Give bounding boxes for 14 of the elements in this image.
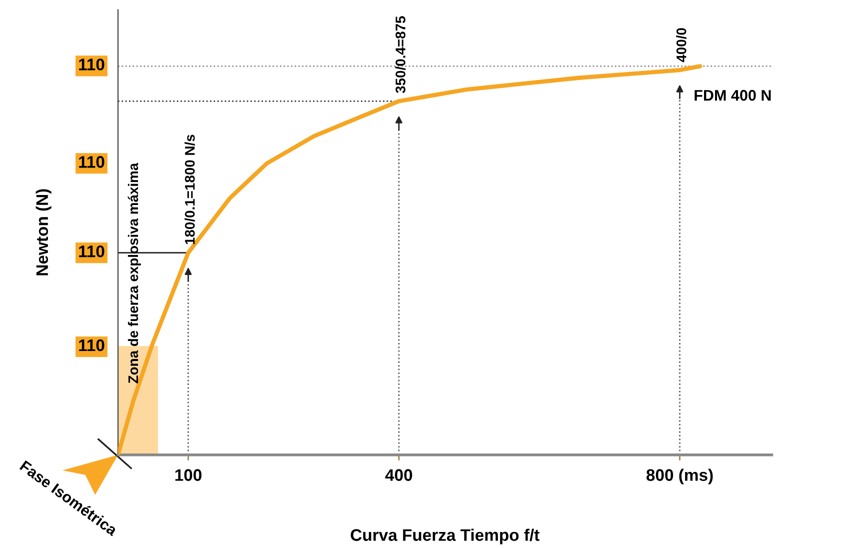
text: 110 <box>79 339 104 352</box>
annotation: 350/0.4=875 <box>395 16 406 94</box>
text: 110 <box>79 58 104 70</box>
y-axis-title: Newton (N) <box>36 189 52 276</box>
x-tick-label: 800 (ms) <box>646 468 713 484</box>
x-tick-label: 100 <box>175 469 202 481</box>
text: 110 <box>79 156 104 168</box>
annotation: 400/0 <box>676 28 686 62</box>
annotation: 180/0.1=1800 N/s <box>184 134 195 244</box>
x-tick-label: 400 <box>385 469 412 481</box>
text: 110 <box>79 245 104 258</box>
ref-line-label: FDM 400 N <box>694 90 771 101</box>
x-axis-title: Curva Fuerza Tiempo f/t <box>350 528 540 544</box>
annotation: Zona de fuerza explosiva máxima <box>128 162 141 384</box>
